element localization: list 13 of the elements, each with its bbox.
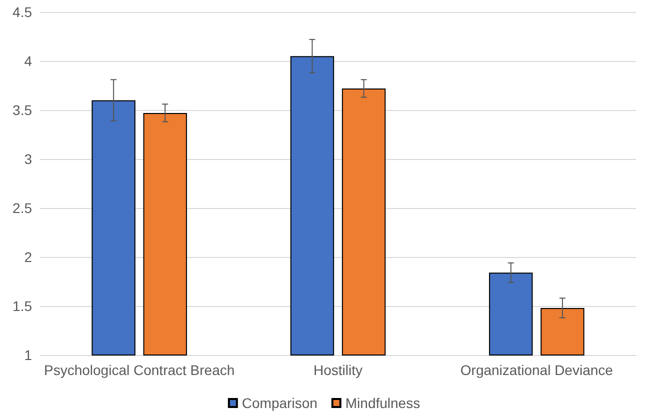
y-tick-label: 4 [24,53,32,69]
legend-label: Comparison [242,395,318,411]
x-tick-label: Psychological Contract Breach [44,362,235,378]
y-tick-label: 1 [24,347,32,363]
x-tick-label: Hostility [313,362,363,378]
legend-label: Mindfulness [345,395,420,411]
y-tick-label: 1.5 [12,298,32,314]
y-tick-label: 3 [24,151,32,167]
y-tick-label: 4.5 [12,4,32,20]
y-tick-label: 3.5 [12,102,32,118]
y-tick-label: 2.5 [12,200,32,216]
x-tick-label: Organizational Deviance [460,362,614,378]
y-tick-label: 2 [24,249,32,265]
